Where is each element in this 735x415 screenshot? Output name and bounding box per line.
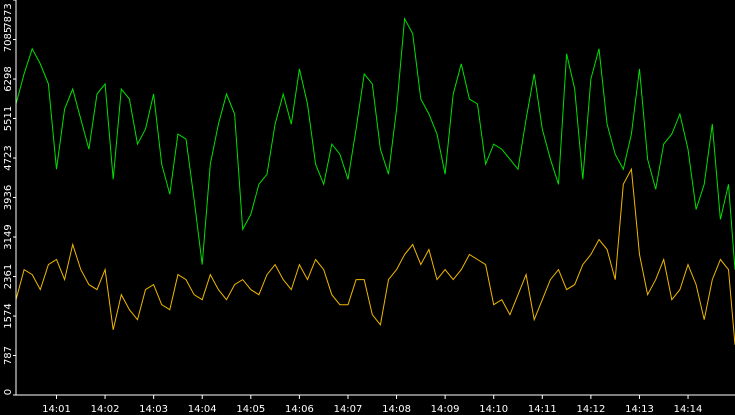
x-tick-label: 14:05	[236, 404, 265, 415]
x-tick-label: 14:06	[285, 404, 314, 415]
axis-layer: 0 787 1574 2361 3149 3936 4723 5511 6298 70857873…	[3, 0, 735, 415]
y-tick-label: 1574	[3, 303, 14, 328]
x-tick-label: 14:04	[188, 404, 217, 415]
x-tick-label: 14:09	[431, 404, 460, 415]
series-layer	[15, 16, 735, 345]
x-tick-label: 14:11	[528, 404, 557, 415]
y-tick-label: 3936	[3, 185, 14, 210]
y-tick-label: 6298	[3, 66, 14, 91]
x-tick-label: 14:12	[576, 404, 605, 415]
y-tick-label: 4723	[3, 145, 14, 170]
y-tick-label: 5511	[3, 106, 14, 131]
series-line-1	[15, 16, 735, 270]
x-tick-label: 14:08	[382, 404, 411, 415]
x-tick-label: 14:01	[42, 404, 71, 415]
x-tick-label: 14:03	[139, 404, 168, 415]
y-tick-label: 3149	[3, 224, 14, 249]
y-tick-label: 0	[3, 389, 14, 395]
x-tick-label: 14:14	[674, 404, 703, 415]
series-line-2	[15, 167, 735, 345]
x-tick-label: 14:07	[334, 404, 363, 415]
x-tick-label: 14:02	[91, 404, 120, 415]
y-tick-label: 7085	[3, 27, 14, 52]
y-tick-label: 787	[3, 346, 14, 365]
x-tick-label: 14:10	[479, 404, 508, 415]
x-tick-label: 14:13	[625, 404, 654, 415]
y-tick-label: 2361	[3, 264, 14, 289]
y-tick-label: 7873	[3, 3, 14, 28]
